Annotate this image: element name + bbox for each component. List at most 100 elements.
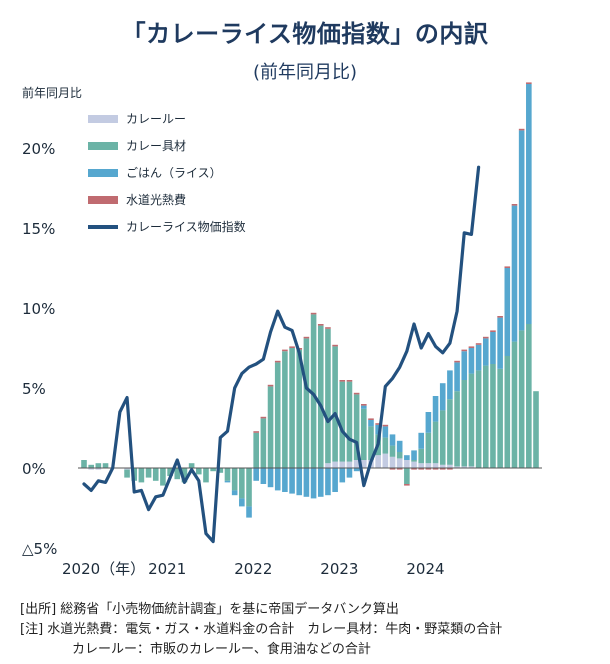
bar-roux — [454, 466, 460, 468]
bar-rice — [490, 332, 496, 364]
bar-rice — [260, 468, 267, 484]
bar-rice — [475, 344, 482, 371]
bar-ingredients — [196, 468, 202, 475]
bar-ingredients — [224, 468, 231, 481]
bar-rice — [497, 317, 503, 369]
bar-utilities — [461, 349, 468, 352]
bar-utilities — [411, 468, 417, 470]
bar-ingredients — [389, 445, 396, 457]
bar-rice — [239, 498, 245, 507]
bar-utilities — [274, 360, 281, 363]
source-note: [出所] 総務省「小売物価統計調査」を基に帝国データバンク算出 — [20, 602, 399, 617]
bar-rice — [504, 268, 511, 356]
bar-rice — [411, 450, 417, 460]
bar-ingredients — [160, 468, 166, 486]
bar-ingredients — [231, 468, 238, 491]
bar-ingredients — [411, 460, 417, 462]
bar-roux — [325, 463, 331, 468]
legend-label: カレー具材 — [126, 139, 186, 153]
bar-rice — [425, 412, 432, 433]
bar-rice — [454, 362, 460, 392]
footnote: [注] 水道光熱費：電気・ガス・水道料金の合計 カレー具材：牛肉・野菜類の合計 — [20, 622, 503, 637]
bar-roux — [411, 461, 417, 468]
bar-ingredients — [260, 418, 267, 468]
bar-utilities — [346, 380, 353, 382]
bar-rice — [468, 348, 475, 374]
bar-ingredients — [339, 381, 346, 462]
bar-rice — [518, 130, 525, 331]
bar-roux — [447, 464, 453, 468]
bar-rice — [375, 424, 381, 435]
bar-ingredients — [404, 468, 410, 484]
bar-utilities — [317, 324, 324, 326]
chart-subtitle: (前年同月比) — [252, 62, 358, 83]
bar-roux — [432, 463, 439, 468]
bar-ingredients — [461, 380, 468, 467]
bar-ingredients — [88, 464, 94, 468]
bar-utilities — [353, 392, 360, 395]
bar-rice — [274, 468, 281, 491]
bar-roux — [425, 463, 432, 468]
bar-ingredients — [310, 314, 317, 468]
bar-roux — [404, 460, 410, 468]
bar-rice — [461, 351, 468, 380]
bar-roux — [468, 466, 475, 468]
bar-roux — [418, 463, 425, 468]
bar-ingredients — [138, 468, 145, 483]
bar-ingredients — [432, 421, 439, 464]
bar-ingredients — [317, 325, 324, 468]
bar-rice — [511, 205, 518, 342]
bar-ingredients — [325, 328, 331, 464]
bar-utilities — [389, 468, 396, 470]
x-tick-label: 2023 — [320, 560, 358, 578]
y-tick-label: △5% — [22, 540, 57, 558]
bar-utilities — [432, 468, 439, 470]
bar-ingredients — [303, 338, 310, 468]
chart: 前年同月比 △5% 0% 5% 10% 15% 20% 2020（年） 2021 2022 2023… — [22, 82, 542, 578]
bar-ingredients — [482, 365, 489, 468]
bar-roux — [353, 460, 360, 468]
bar-ingredients — [490, 364, 496, 468]
legend-swatch-utilities — [88, 196, 118, 204]
x-tick-label: 2022 — [234, 560, 272, 578]
legend-label: カレーライス物価指数 — [126, 219, 246, 234]
bar-rice — [224, 480, 231, 483]
bar-utilities — [382, 424, 389, 427]
bar-utilities — [454, 360, 460, 363]
bar-rice — [439, 383, 446, 411]
bar-rice — [289, 468, 295, 494]
bar-rice — [353, 468, 360, 472]
index-line — [82, 165, 481, 544]
bar-utilities — [518, 128, 525, 131]
bar-ingredients — [418, 448, 425, 464]
bar-rice — [267, 468, 274, 488]
bar-rice — [396, 440, 403, 452]
bar-ingredients — [102, 463, 109, 468]
bar-utilities — [404, 484, 410, 486]
bar-ingredients — [167, 468, 173, 476]
x-tick-label: 2024 — [406, 560, 444, 578]
bar-rice — [346, 468, 353, 478]
bar-roux — [346, 461, 353, 468]
bar-utilities — [339, 380, 346, 382]
y-tick-label: 20% — [22, 140, 55, 158]
bar-ingredients — [188, 463, 195, 468]
legend-swatch-rice — [88, 169, 118, 177]
bar-ingredients — [246, 468, 252, 507]
bar-ingredients — [454, 391, 460, 467]
bar-ingredients — [468, 373, 475, 467]
bar-ingredients — [353, 394, 360, 460]
bar-ingredients — [296, 349, 303, 468]
bar-ingredients — [511, 341, 518, 468]
bar-utilities — [526, 82, 532, 84]
bar-rice — [296, 468, 303, 496]
bar-ingredients — [124, 469, 130, 478]
bar-rice — [368, 420, 374, 427]
bar-ingredients — [267, 386, 274, 468]
bar-ingredients — [181, 468, 188, 483]
bar-ingredients — [81, 460, 87, 468]
bar-utilities — [439, 468, 446, 470]
bar-utilities — [332, 344, 338, 347]
bar-rice — [282, 468, 288, 492]
bar-rice — [303, 468, 310, 497]
